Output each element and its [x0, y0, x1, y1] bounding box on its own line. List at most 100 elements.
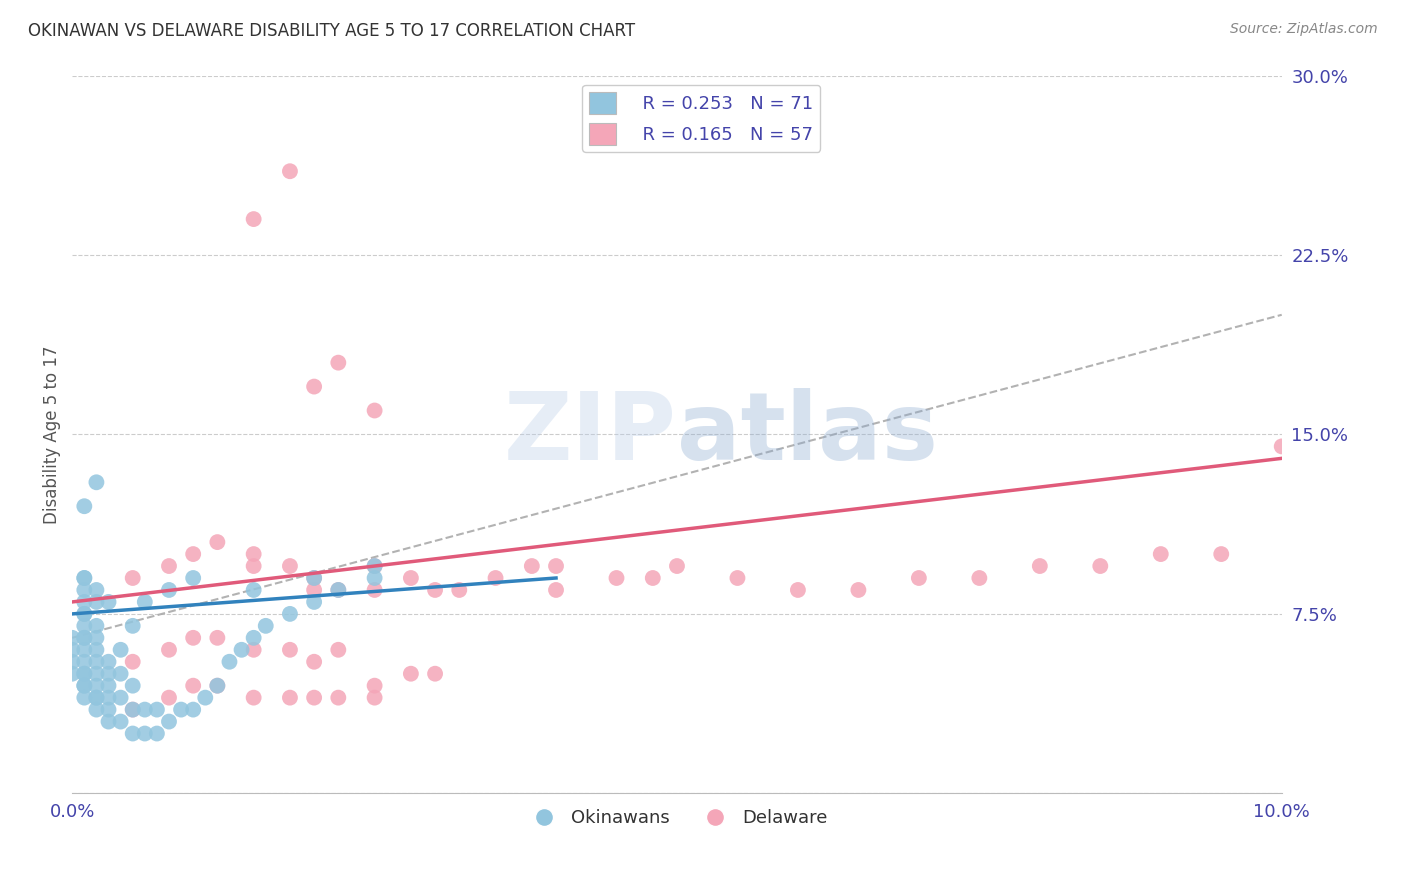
Point [605, 571, 627, 585]
Point [121, 703, 143, 717]
Point [86, 582, 108, 597]
Point [328, 642, 350, 657]
Point [1150, 547, 1173, 561]
Point [520, 559, 543, 574]
Point [121, 679, 143, 693]
Point [97, 655, 120, 669]
Point [302, 595, 325, 609]
Point [73, 642, 96, 657]
Point [86, 690, 108, 705]
Point [544, 582, 567, 597]
Point [363, 403, 385, 417]
Text: ZIP: ZIP [505, 388, 676, 481]
Point [86, 595, 108, 609]
Point [86, 475, 108, 490]
Point [1029, 559, 1052, 574]
Point [121, 619, 143, 633]
Point [449, 582, 471, 597]
Point [665, 559, 688, 574]
Point [278, 559, 301, 574]
Point [86, 631, 108, 645]
Point [218, 655, 240, 669]
Point [363, 690, 385, 705]
Point [254, 619, 277, 633]
Point [73, 690, 96, 705]
Point [363, 679, 385, 693]
Point [787, 582, 810, 597]
Point [641, 571, 664, 585]
Point [194, 690, 217, 705]
Point [278, 607, 301, 621]
Point [157, 690, 180, 705]
Point [73, 500, 96, 514]
Point [278, 690, 301, 705]
Point [146, 703, 169, 717]
Point [134, 595, 156, 609]
Point [86, 690, 108, 705]
Point [544, 559, 567, 574]
Point [157, 714, 180, 729]
Point [181, 571, 204, 585]
Point [86, 666, 108, 681]
Point [73, 619, 96, 633]
Point [134, 726, 156, 740]
Point [73, 607, 96, 621]
Point [97, 690, 120, 705]
Point [302, 655, 325, 669]
Point [363, 582, 385, 597]
Point [73, 582, 96, 597]
Point [399, 666, 422, 681]
Point [181, 631, 204, 645]
Point [328, 582, 350, 597]
Point [181, 547, 204, 561]
Point [848, 582, 870, 597]
Point [908, 571, 931, 585]
Point [727, 571, 749, 585]
Point [302, 690, 325, 705]
Point [157, 642, 180, 657]
Point [363, 559, 385, 574]
Point [242, 212, 264, 227]
Point [207, 679, 229, 693]
Point [73, 666, 96, 681]
Point [73, 631, 96, 645]
Point [363, 559, 385, 574]
Point [278, 642, 301, 657]
Point [121, 571, 143, 585]
Point [302, 571, 325, 585]
Point [60, 642, 83, 657]
Point [231, 642, 253, 657]
Point [86, 655, 108, 669]
Point [121, 703, 143, 717]
Point [97, 714, 120, 729]
Point [97, 666, 120, 681]
Point [97, 595, 120, 609]
Point [97, 679, 120, 693]
Point [110, 666, 132, 681]
Point [73, 595, 96, 609]
Point [1271, 439, 1294, 453]
Point [60, 655, 83, 669]
Point [181, 703, 204, 717]
Point [207, 535, 229, 549]
Point [170, 703, 193, 717]
Point [60, 666, 83, 681]
Point [363, 571, 385, 585]
Point [73, 666, 96, 681]
Point [86, 642, 108, 657]
Point [242, 642, 264, 657]
Point [328, 582, 350, 597]
Point [60, 631, 83, 645]
Point [1211, 547, 1233, 561]
Point [121, 655, 143, 669]
Text: atlas: atlas [676, 388, 938, 481]
Y-axis label: Disability Age 5 to 17: Disability Age 5 to 17 [44, 345, 60, 524]
Point [969, 571, 991, 585]
Point [97, 703, 120, 717]
Point [73, 607, 96, 621]
Text: OKINAWAN VS DELAWARE DISABILITY AGE 5 TO 17 CORRELATION CHART: OKINAWAN VS DELAWARE DISABILITY AGE 5 TO… [28, 22, 636, 40]
Point [121, 726, 143, 740]
Point [423, 582, 446, 597]
Point [86, 619, 108, 633]
Point [302, 571, 325, 585]
